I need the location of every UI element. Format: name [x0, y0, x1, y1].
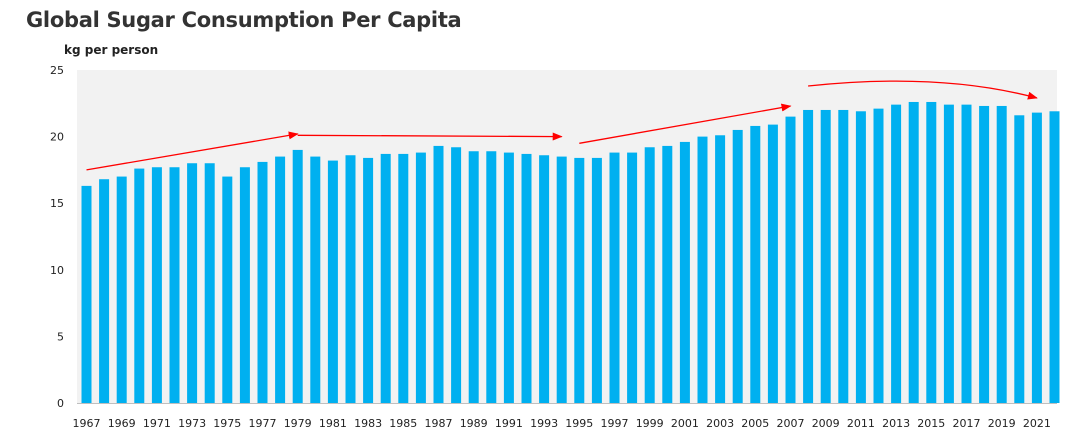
- bar-1974: [204, 163, 215, 403]
- x-tick-label: 1987: [425, 417, 453, 430]
- bar-1985: [398, 153, 409, 403]
- x-tick-label: 1971: [143, 417, 171, 430]
- bar-1992: [521, 153, 532, 403]
- bar-1972: [169, 167, 180, 403]
- x-tick-label: 2009: [812, 417, 840, 430]
- bar-2006: [767, 124, 778, 404]
- x-tick-label: 1997: [601, 417, 629, 430]
- bar-1971: [151, 167, 162, 403]
- bar-1995: [574, 157, 585, 403]
- bar-2004: [732, 129, 743, 403]
- bar-1976: [239, 167, 250, 403]
- bar-1996: [591, 157, 602, 403]
- bar-1969: [116, 176, 127, 403]
- bar-1988: [451, 147, 462, 403]
- bar-1993: [539, 155, 550, 403]
- trend-arrow-2: [297, 132, 563, 141]
- y-tick-label: 0: [57, 397, 64, 410]
- bar-1967: [81, 185, 92, 403]
- y-tick-label: 25: [50, 64, 64, 77]
- bar-1987: [433, 145, 444, 404]
- bar-1991: [503, 152, 514, 403]
- x-tick-label: 1999: [636, 417, 664, 430]
- bar-1983: [363, 157, 374, 403]
- bar-2001: [679, 141, 690, 403]
- x-tick-label: 1979: [284, 417, 312, 430]
- x-tick-label: 1991: [495, 417, 523, 430]
- trend-arrow-4: [808, 80, 1038, 100]
- bar-2019: [996, 105, 1007, 404]
- bar-2009: [820, 109, 831, 404]
- bar-2003: [715, 135, 726, 403]
- bar-1999: [644, 147, 655, 403]
- bar-1989: [468, 151, 479, 403]
- x-tick-label: 2017: [953, 417, 981, 430]
- bar-1978: [275, 156, 286, 403]
- x-tick-label: 2003: [706, 417, 734, 430]
- bar-2022: [1049, 111, 1060, 403]
- bar-1975: [222, 176, 233, 403]
- bar-2021: [1031, 112, 1042, 404]
- x-tick-label: 1989: [460, 417, 488, 430]
- x-tick-label: 1981: [319, 417, 347, 430]
- bar-1977: [257, 161, 268, 403]
- y-tick-label: 15: [50, 197, 64, 210]
- bar-2014: [908, 101, 919, 403]
- bar-2002: [697, 136, 708, 403]
- x-tick-label: 1967: [73, 417, 101, 430]
- bar-1998: [627, 152, 638, 403]
- bar-1982: [345, 155, 356, 403]
- x-tick-label: 1983: [354, 417, 382, 430]
- bar-1984: [380, 153, 391, 403]
- x-tick-label: 2019: [988, 417, 1016, 430]
- bar-2018: [979, 105, 990, 404]
- bar-1973: [187, 163, 198, 403]
- y-tick-label: 10: [50, 264, 64, 277]
- bar-1980: [310, 156, 321, 403]
- bar-2007: [785, 116, 796, 404]
- x-tick-label: 2011: [847, 417, 875, 430]
- bar-2010: [838, 109, 849, 404]
- bar-2013: [891, 104, 902, 403]
- bar-2008: [803, 109, 814, 404]
- bar-1979: [292, 149, 303, 403]
- trend-arrow-3: [579, 103, 792, 144]
- chart-title: Global Sugar Consumption Per Capita: [26, 8, 462, 32]
- bar-1994: [556, 156, 567, 403]
- bar-1986: [415, 152, 426, 403]
- trend-arrow-1: [86, 131, 299, 171]
- x-tick-label: 1973: [178, 417, 206, 430]
- x-tick-label: 1995: [565, 417, 593, 430]
- x-tick-label: 1993: [530, 417, 558, 430]
- bar-2011: [855, 111, 866, 403]
- bar-2015: [926, 101, 937, 403]
- x-tick-label: 2021: [1023, 417, 1051, 430]
- y-tick-label: 20: [50, 131, 64, 144]
- bar-1981: [327, 160, 338, 403]
- bar-1990: [486, 151, 497, 403]
- x-tick-label: 1969: [108, 417, 136, 430]
- x-tick-label: 1977: [249, 417, 277, 430]
- x-tick-label: 2001: [671, 417, 699, 430]
- bar-1997: [609, 152, 620, 403]
- bar-2000: [662, 145, 673, 404]
- y-axis-label: kg per person: [64, 43, 159, 57]
- bar-2005: [750, 125, 761, 403]
- x-tick-label: 2005: [741, 417, 769, 430]
- bar-2017: [961, 104, 972, 403]
- x-tick-label: 1975: [213, 417, 241, 430]
- bar-2016: [943, 104, 954, 403]
- x-tick-label: 2007: [777, 417, 805, 430]
- x-tick-label: 2013: [882, 417, 910, 430]
- bar-1970: [134, 168, 145, 403]
- x-tick-label: 1985: [389, 417, 417, 430]
- y-tick-label: 5: [57, 330, 64, 343]
- bar-2020: [1014, 115, 1025, 403]
- x-tick-label: 2015: [917, 417, 945, 430]
- bar-2012: [873, 108, 884, 403]
- bar-1968: [99, 179, 110, 403]
